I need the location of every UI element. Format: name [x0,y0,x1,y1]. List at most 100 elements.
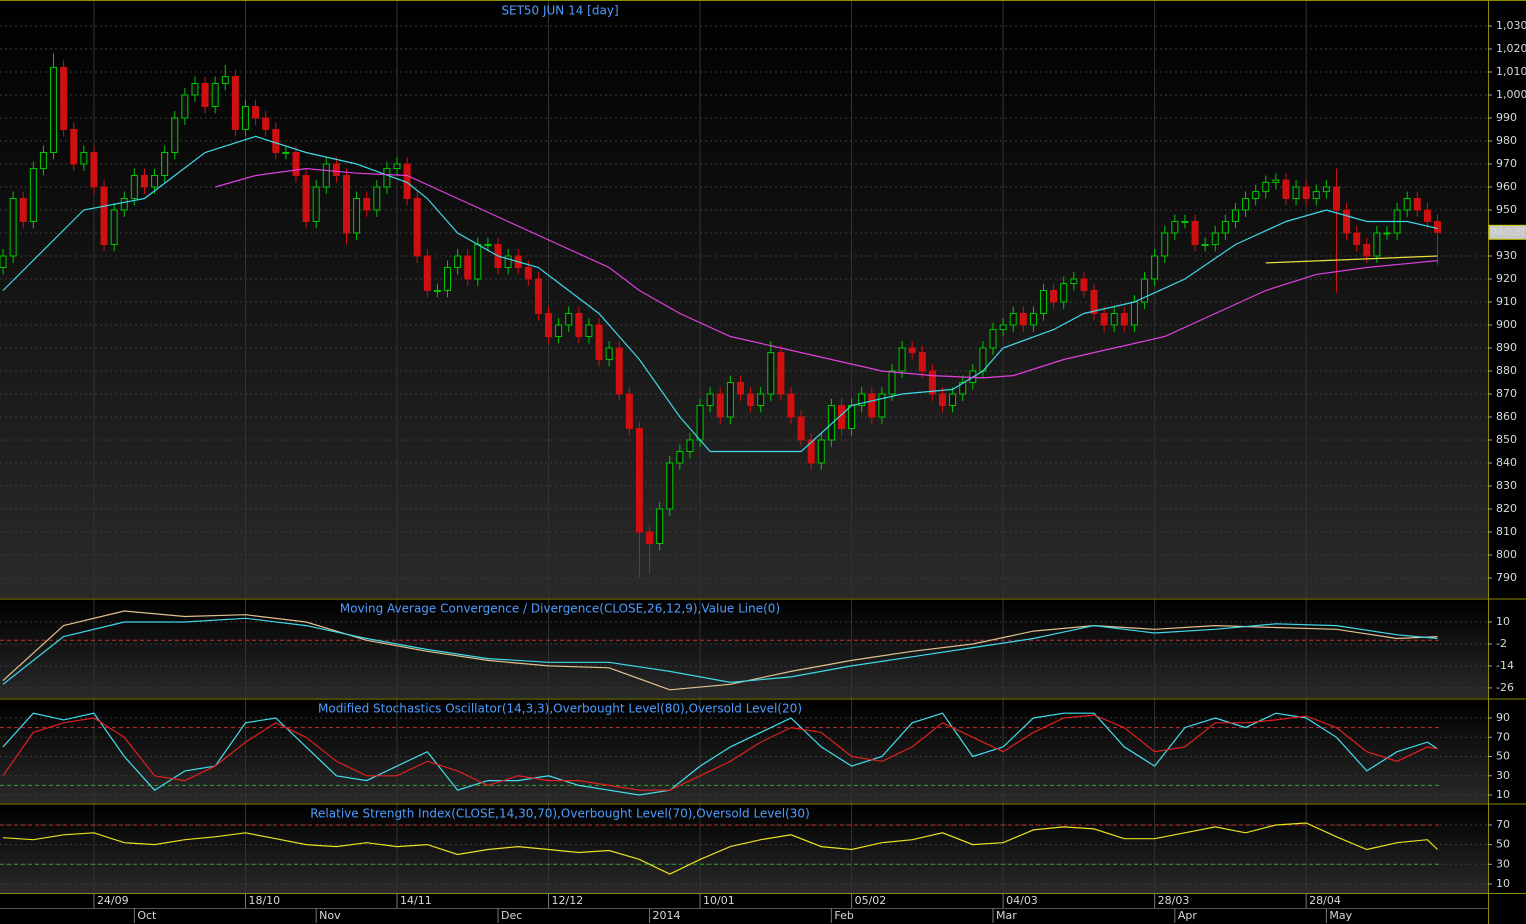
candle-body [423,255,431,291]
candle-body [989,329,997,349]
indicator-line [2,712,1438,796]
candle-body [444,266,452,291]
y-tick-label: -26 [1496,681,1514,694]
x-month-label: Oct [137,909,157,922]
candle-body [878,393,886,418]
candle-body [1029,312,1037,326]
y-tick-label: 930 [1496,249,1517,262]
x-tick-label: 28/04 [1309,894,1341,907]
y-tick-label: 1,020 [1496,42,1526,55]
y-tick-label: 50 [1496,750,1510,763]
candle-body [625,393,633,429]
candle-body [464,255,472,280]
candle-body [181,94,189,119]
candle-body [1040,289,1048,314]
candle-body [393,163,401,170]
candle-body [1191,220,1199,245]
candle-body [656,508,664,544]
x-tick-label: 28/03 [1158,894,1190,907]
y-tick-label: 1,010 [1496,65,1526,78]
candle-body [1322,186,1330,193]
indicator-line [2,714,1438,791]
y-tick-label: 920 [1496,272,1517,285]
y-tick-label: -14 [1496,659,1514,672]
candle-body [1181,220,1189,223]
candle-body [615,347,623,395]
label-layer: 790 800 810 820 830 840 850 860 870 880 890 900 910 9… [93,4,1526,923]
panel-title: Moving Average Convergence / Divergence(… [340,602,780,616]
panel-title: Relative Strength Index(CLOSE,14,30,70),… [310,807,810,821]
candle-body [383,168,391,188]
candle-body [1201,243,1209,246]
candle-body [151,174,159,188]
candle-body [504,255,512,268]
candle-body [1161,232,1169,257]
y-tick-label: 1,030 [1496,19,1526,32]
candle-body [1242,197,1250,211]
candle-body [29,168,37,222]
y-tick-label: 880 [1496,364,1517,377]
candle-body [635,427,643,533]
candle-body [90,151,98,188]
candle-body [292,151,300,176]
candle-body [1262,181,1270,193]
y-tick-label: 900 [1496,318,1517,331]
candle-body [666,462,674,510]
candle-body [201,82,209,107]
panel-bg [0,0,1488,598]
y-tick-label: 10 [1496,877,1510,890]
candle-body [565,312,573,326]
candle-body [322,163,330,188]
y-tick-label: 800 [1496,548,1517,561]
y-tick-label: 990 [1496,111,1517,124]
y-tick-label: 790 [1496,571,1517,584]
y-tick-label: 970 [1496,157,1517,170]
x-tick-label: 18/10 [248,894,280,907]
candle-body [706,393,714,406]
candle-body [787,393,795,418]
candle-body [1433,220,1441,233]
candle-body [19,197,27,222]
candle-body [605,347,613,360]
x-month-label: Dec [501,909,522,922]
panel-title: Modified Stochastics Oscillator(14,3,3),… [318,702,802,716]
y-tick-label: 950 [1496,203,1517,216]
candle-body [272,128,280,153]
candle-body [1171,220,1179,234]
candle-body [928,370,936,395]
candle-body [1080,278,1088,291]
candle-body [1231,209,1239,222]
candle-body [767,352,775,395]
indicator-line [2,610,1438,691]
indicator-line [1265,255,1438,264]
y-tick-label: 960 [1496,180,1517,193]
x-month-label: Apr [1178,909,1198,922]
candle-body [939,393,947,406]
candle-body [171,117,179,153]
candle-body [110,209,118,245]
candle-body [696,404,704,441]
candle-body [302,174,310,222]
y-tick-label: 10 [1496,788,1510,801]
candle-body [9,197,17,257]
candle-body [50,66,58,153]
y-tick-label: 30 [1496,857,1510,870]
candle-body [858,393,866,406]
indicator-line [215,167,1438,379]
candle-body [373,186,381,211]
candle-body [1423,209,1431,222]
candle-body [1110,312,1118,326]
x-month-label: Feb [834,909,853,922]
candle-body [1413,197,1421,211]
candle-body [353,197,361,234]
candle-body [454,255,462,268]
candle-body [1363,243,1371,257]
indicator-line [2,135,1438,453]
candle-body [1019,312,1027,326]
candle-body [807,439,815,464]
candle-body [413,197,421,257]
candle-body [80,151,88,165]
candle-body [332,163,340,176]
